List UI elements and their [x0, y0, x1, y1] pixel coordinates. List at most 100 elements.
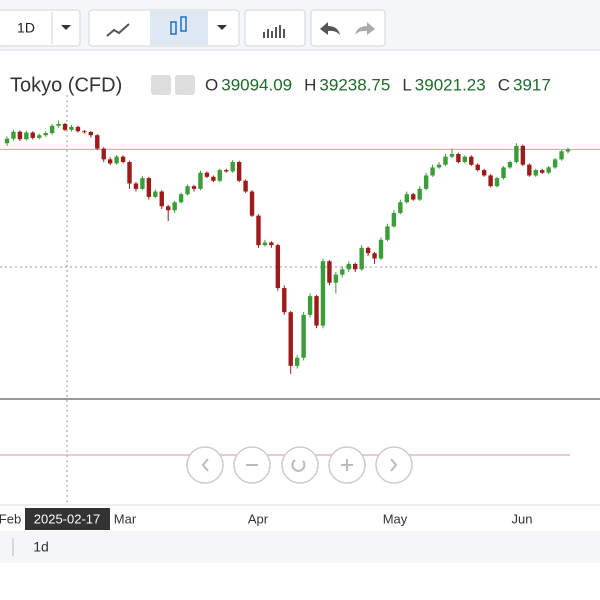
candle-body [552, 159, 558, 168]
indicators-icon [263, 25, 285, 38]
candle-body [540, 170, 545, 173]
month-label: May [383, 511, 408, 526]
ohlc-value: 39238.75 [319, 75, 390, 94]
candle-body [449, 153, 455, 157]
plot-area [0, 95, 600, 505]
symbol-title: Tokyo (CFD) [10, 74, 122, 96]
redo-button[interactable] [355, 22, 375, 35]
candle-body [204, 172, 210, 177]
candle-body [443, 156, 448, 165]
ohlc-label: L [402, 75, 411, 94]
undo-button[interactable] [320, 22, 340, 35]
candle-body [527, 164, 532, 176]
candle-body [4, 138, 10, 144]
candle-body [565, 149, 571, 152]
scroll-right-button[interactable] [375, 446, 413, 484]
candle-body [340, 269, 345, 275]
candle-body [178, 194, 184, 203]
footer-bar [0, 531, 600, 563]
dropdown-arrow[interactable] [217, 25, 227, 30]
candle-body [533, 170, 538, 176]
candle-body [346, 263, 351, 270]
candle-body [365, 247, 371, 254]
candle-body [353, 263, 358, 270]
candle-body [359, 247, 364, 270]
candle-body [159, 191, 164, 207]
candle-body [217, 170, 222, 181]
candle-body [559, 151, 564, 160]
candle-body [456, 153, 461, 163]
line-chart-button[interactable] [106, 23, 130, 37]
candle-body [514, 145, 519, 163]
candle-body [11, 131, 16, 139]
footer-interval[interactable]: 1d [33, 539, 49, 555]
candle-body [391, 212, 397, 227]
visibility-button[interactable] [151, 75, 171, 95]
candle-body [146, 178, 152, 197]
candle-body [411, 194, 416, 200]
candle-icon [170, 21, 177, 35]
month-label: Jun [512, 511, 533, 526]
candle-body [114, 156, 119, 164]
candle-body [256, 215, 261, 246]
candle-body [301, 314, 306, 358]
interval-button[interactable] [0, 9, 81, 47]
candle-body [404, 194, 409, 203]
history-group [310, 9, 386, 47]
candle-body [230, 162, 235, 172]
candle-body [307, 296, 313, 315]
candle-body [166, 206, 171, 211]
candle-body [372, 253, 377, 259]
candle-body [43, 133, 48, 136]
candle-body [488, 175, 493, 187]
candle-body [88, 132, 94, 136]
candle-body [275, 245, 281, 289]
ohlc-value: 3917 [513, 75, 551, 94]
candle-body [211, 176, 216, 181]
candle-body [520, 145, 526, 165]
candle-body [378, 239, 384, 259]
crosshair-label-bg [25, 508, 110, 530]
candle-body [417, 188, 422, 200]
ohlc-legend: O 39094.09 H 39238.75 L 39021.23 C 3917 [205, 75, 551, 94]
candle-body [494, 178, 500, 187]
month-label: Apr [248, 511, 269, 526]
settings-button[interactable] [175, 75, 195, 95]
candle-body [140, 178, 145, 189]
candle-body [153, 191, 158, 197]
ohlc-label: H [304, 75, 316, 94]
candle-body [62, 123, 68, 130]
candle-body [320, 261, 326, 326]
candle-body [327, 261, 332, 283]
candle-body [101, 148, 106, 160]
dropdown-arrow[interactable] [61, 25, 71, 30]
candle-button[interactable] [150, 11, 208, 45]
candle-body [398, 202, 403, 213]
candle-body [127, 162, 132, 184]
candle-body [24, 132, 29, 140]
candle-body [172, 202, 177, 211]
candle-body [49, 125, 55, 134]
candle-body [475, 164, 480, 171]
candle-body [37, 135, 42, 138]
candle-body [288, 312, 293, 366]
reset-button[interactable] [281, 446, 319, 484]
crosshair-label: 2025-02-17 [34, 511, 101, 526]
candle-body [17, 131, 23, 140]
candle-body [249, 191, 255, 216]
candle-body [294, 357, 300, 366]
candle-body [56, 123, 61, 126]
candle-body [269, 242, 274, 246]
scroll-left-button[interactable] [186, 446, 224, 484]
candle-body [385, 226, 390, 240]
month-label: Mar [114, 511, 137, 526]
ohlc-value: 39021.23 [415, 75, 486, 94]
candle-body [191, 186, 197, 189]
candle-body [198, 172, 203, 189]
time-axis: Feb Mar Apr May Jun 2025-02-17 [0, 508, 532, 530]
ohlc-value: 39094.09 [221, 75, 292, 94]
candle-body [436, 164, 442, 168]
candle-body [333, 274, 339, 283]
candle-body [314, 296, 319, 326]
